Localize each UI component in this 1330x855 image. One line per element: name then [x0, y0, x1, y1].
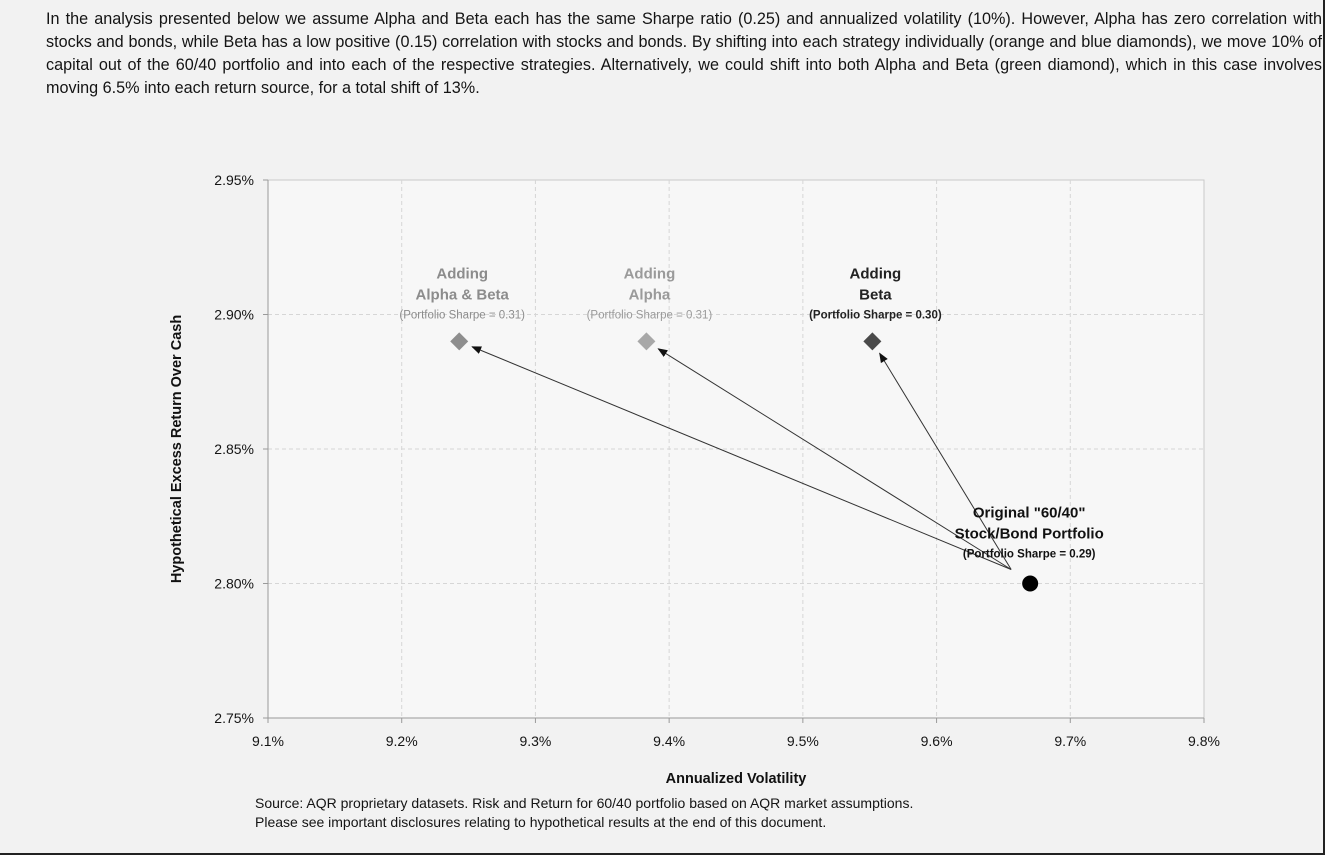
point-label-alpha: Alpha: [629, 286, 671, 303]
point-label-alpha-beta: Alpha & Beta: [416, 286, 510, 303]
arrow-to-alpha: [657, 348, 1012, 570]
point-sharpe-original: (Portfolio Sharpe = 0.29): [963, 549, 1096, 561]
tick-labels: 9.1% 9.2% 9.3% 9.4% 9.5% 9.6% 9.7% 9.8% 2.75% 2.8…: [214, 172, 1220, 749]
point-alpha: [637, 332, 656, 351]
x-tick-label: 9.7%: [1054, 733, 1086, 749]
point-label-alpha-beta: Adding: [436, 265, 488, 282]
intro-paragraph: In the analysis presented below we assum…: [46, 10, 1322, 97]
point-sharpe-beta: (Portfolio Sharpe = 0.30): [809, 309, 942, 321]
x-tick-label: 9.3%: [519, 733, 551, 749]
point-label-original: Original "60/40": [973, 505, 1086, 522]
point-original: [1022, 575, 1039, 592]
y-tick-label: 2.85%: [214, 441, 254, 457]
y-tick-label: 2.80%: [214, 576, 254, 592]
source-line-2: Please see important disclosures relatin…: [255, 814, 827, 830]
point-sharpe-alpha-beta: (Portfolio Sharpe = 0.31): [399, 309, 525, 321]
arrows: [471, 346, 1012, 570]
y-axis-title: Hypothetical Excess Return Over Cash: [169, 315, 185, 583]
point-label-beta: Adding: [850, 265, 902, 282]
point-alpha-beta: [450, 332, 469, 351]
grid-lines: [268, 180, 1204, 718]
y-tick-label: 2.90%: [214, 307, 254, 323]
x-tick-label: 9.5%: [787, 733, 819, 749]
x-tick-label: 9.6%: [921, 733, 953, 749]
point-labels: Original "60/40" Stock/Bond Portfolio (Por…: [399, 265, 1103, 560]
y-tick-label: 2.95%: [214, 172, 254, 188]
point-beta: [863, 332, 882, 351]
y-tick-label: 2.75%: [214, 710, 254, 726]
data-points: [450, 332, 1039, 592]
x-tick-label: 9.8%: [1188, 733, 1220, 749]
arrow-to-alpha-beta: [471, 346, 1012, 570]
point-label-beta: Beta: [859, 286, 892, 303]
x-tick-label: 9.1%: [252, 733, 284, 749]
x-axis-title: Annualized Volatility: [666, 771, 807, 787]
point-sharpe-alpha: (Portfolio Sharpe = 0.31): [587, 309, 713, 321]
x-tick-label: 9.2%: [386, 733, 418, 749]
point-label-original: Stock/Bond Portfolio: [955, 526, 1104, 543]
x-tick-label: 9.4%: [653, 733, 685, 749]
source-note: Source: AQR proprietary datasets. Risk a…: [255, 794, 913, 832]
point-label-alpha: Adding: [624, 265, 676, 282]
source-line-1: Source: AQR proprietary datasets. Risk a…: [255, 795, 914, 811]
arrow-to-beta: [879, 352, 1012, 570]
